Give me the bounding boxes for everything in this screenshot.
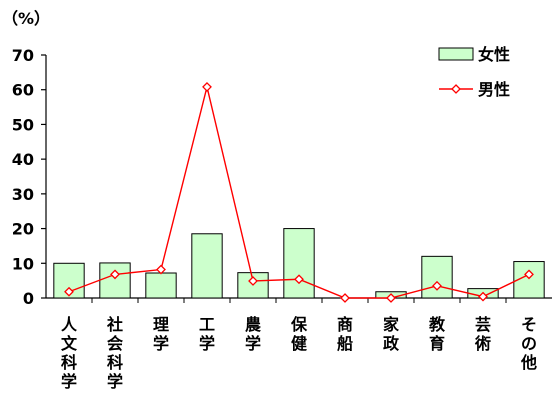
y-tick-label: 30 xyxy=(12,185,34,204)
bar xyxy=(191,233,223,299)
x-tick-label: 理学 xyxy=(153,315,169,353)
y-tick-label: 40 xyxy=(12,150,34,169)
y-tick-labels: 0 10 20 30 40 50 60 70 xyxy=(12,46,34,308)
bar xyxy=(99,262,131,299)
line-series xyxy=(64,82,534,303)
y-tick-label: 70 xyxy=(12,46,34,65)
x-tick-label: 商船 xyxy=(337,315,353,353)
x-tick-label: 家政 xyxy=(383,315,400,353)
legend-bar-swatch xyxy=(438,47,474,61)
y-tick-label: 10 xyxy=(12,254,34,273)
y-unit-label: （%） xyxy=(2,9,50,28)
legend-line-label: 男性 xyxy=(478,80,510,99)
line-point xyxy=(156,264,166,275)
line-point xyxy=(202,82,212,92)
legend-line-marker xyxy=(451,84,461,94)
x-tick-label: 工学 xyxy=(199,315,215,353)
y-tick-label: 20 xyxy=(12,220,34,239)
bar xyxy=(421,255,453,299)
x-tick-label: その他 xyxy=(520,315,537,372)
y-tick-label: 60 xyxy=(12,81,34,100)
line-point xyxy=(524,269,534,280)
x-tick-label: 農学 xyxy=(245,315,262,353)
line-point xyxy=(340,293,350,303)
y-tick-label: 50 xyxy=(12,115,34,134)
x-tick-label: 教育 xyxy=(429,315,446,353)
line-point xyxy=(386,293,396,303)
y-tick-label: 0 xyxy=(23,289,34,308)
x-tick-label: 社会科学 xyxy=(106,315,123,391)
x-tick-label: 保健 xyxy=(290,315,308,353)
line-point xyxy=(248,276,258,286)
bar xyxy=(283,228,315,299)
line-point xyxy=(432,280,442,291)
legend-bar-label: 女性 xyxy=(478,45,510,64)
line-point xyxy=(64,286,74,297)
x-tick-label: 芸術 xyxy=(474,315,491,353)
line-point xyxy=(478,291,488,302)
line-point xyxy=(294,274,304,285)
bar xyxy=(145,272,177,299)
x-tick-label: 人文科学 xyxy=(61,315,78,391)
bar-series xyxy=(53,228,545,299)
line-point xyxy=(110,269,120,280)
